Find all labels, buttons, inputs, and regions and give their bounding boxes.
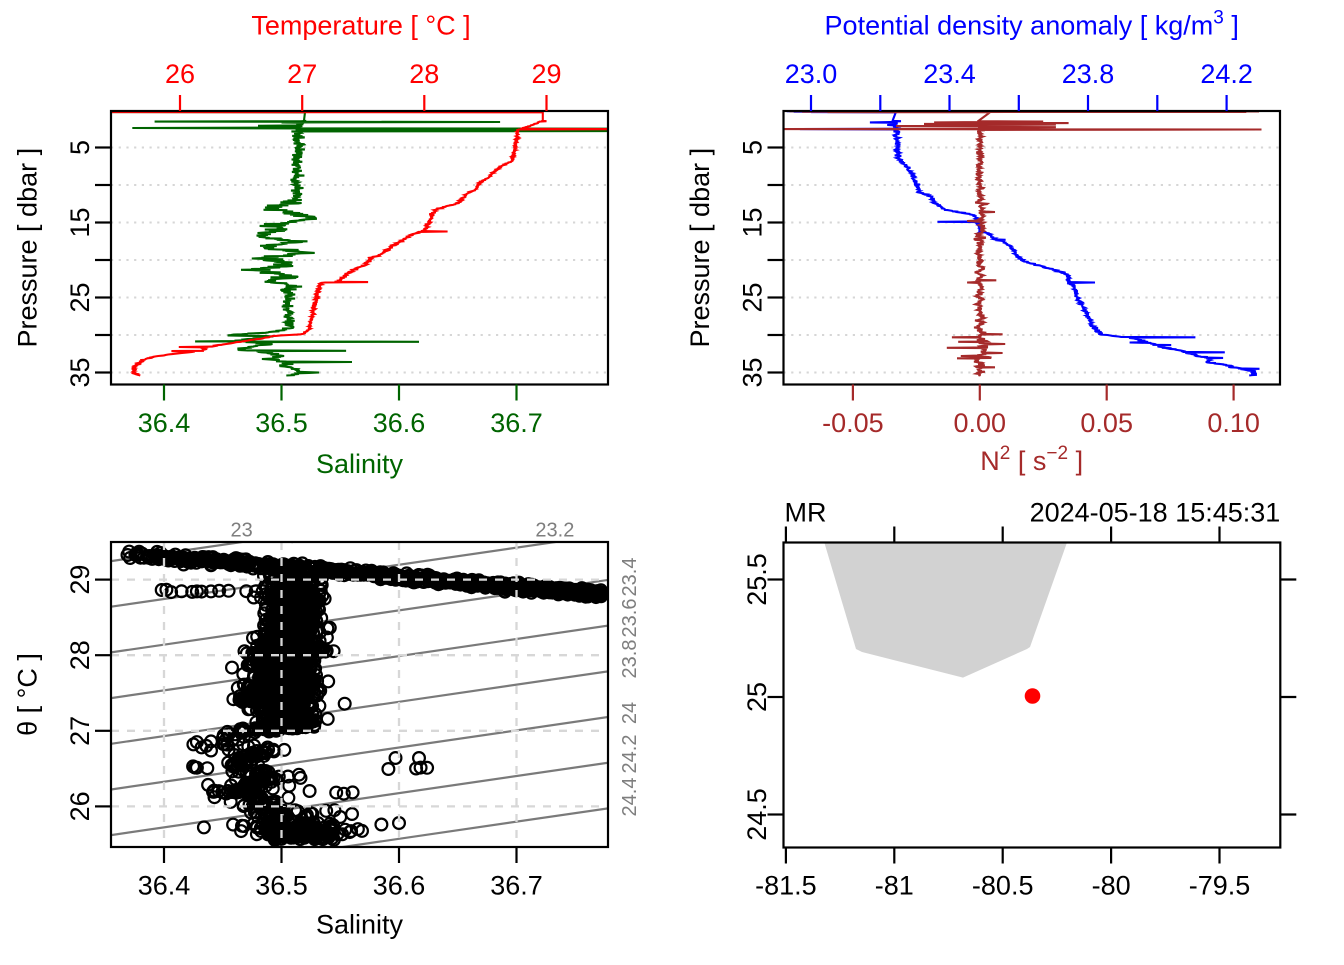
svg-text:0.10: 0.10 xyxy=(1207,408,1260,438)
svg-text:35: 35 xyxy=(65,357,95,387)
svg-text:-81: -81 xyxy=(875,871,914,901)
svg-text:36.6: 36.6 xyxy=(373,871,426,901)
svg-text:24.2: 24.2 xyxy=(1200,59,1253,89)
svg-text:29: 29 xyxy=(531,59,561,89)
svg-text:θ [ °C ]: θ [ °C ] xyxy=(13,653,43,736)
svg-text:36.7: 36.7 xyxy=(490,871,543,901)
svg-text:24: 24 xyxy=(619,702,641,724)
svg-text:23.4: 23.4 xyxy=(619,558,641,597)
svg-text:5: 5 xyxy=(65,140,95,155)
svg-text:15: 15 xyxy=(738,207,768,237)
svg-text:23.2: 23.2 xyxy=(535,520,574,542)
svg-text:35: 35 xyxy=(738,357,768,387)
svg-text:36.5: 36.5 xyxy=(255,871,308,901)
svg-text:Pressure [ dbar ]: Pressure [ dbar ] xyxy=(13,148,43,348)
svg-text:Pressure [ dbar ]: Pressure [ dbar ] xyxy=(685,148,715,348)
svg-text:27: 27 xyxy=(287,59,317,89)
svg-text:24.5: 24.5 xyxy=(742,788,772,841)
svg-text:36.7: 36.7 xyxy=(490,408,543,438)
svg-text:0.00: 0.00 xyxy=(954,408,1007,438)
svg-text:-80: -80 xyxy=(1092,871,1131,901)
svg-text:Salinity: Salinity xyxy=(316,910,404,940)
svg-text:25: 25 xyxy=(742,682,772,712)
svg-text:28: 28 xyxy=(409,59,439,89)
svg-text:5: 5 xyxy=(738,140,768,155)
svg-text:N2 [ s−2 ]: N2 [ s−2 ] xyxy=(980,443,1083,476)
svg-text:Potential density anomaly [ kg: Potential density anomaly [ kg/m3 ] xyxy=(825,8,1239,41)
svg-text:24.2: 24.2 xyxy=(619,735,641,774)
svg-text:24.4: 24.4 xyxy=(619,778,641,817)
svg-text:36.4: 36.4 xyxy=(138,871,191,901)
svg-text:23.6: 23.6 xyxy=(619,599,641,638)
svg-text:23: 23 xyxy=(230,520,252,542)
svg-text:26: 26 xyxy=(165,59,195,89)
svg-text:23.8: 23.8 xyxy=(1062,59,1115,89)
svg-text:36.6: 36.6 xyxy=(373,408,426,438)
svg-text:23.8: 23.8 xyxy=(619,640,641,679)
svg-text:-79.5: -79.5 xyxy=(1189,871,1251,901)
svg-text:0.05: 0.05 xyxy=(1080,408,1133,438)
svg-text:-80.5: -80.5 xyxy=(972,871,1034,901)
svg-text:27: 27 xyxy=(65,716,95,746)
svg-text:28: 28 xyxy=(65,640,95,670)
svg-text:23.0: 23.0 xyxy=(785,59,838,89)
svg-text:23.4: 23.4 xyxy=(923,59,976,89)
svg-text:25.5: 25.5 xyxy=(742,553,772,606)
svg-text:25: 25 xyxy=(65,282,95,312)
svg-text:26: 26 xyxy=(65,791,95,821)
svg-text:36.5: 36.5 xyxy=(255,408,308,438)
svg-text:29: 29 xyxy=(65,565,95,595)
svg-text:Temperature [ °C ]: Temperature [ °C ] xyxy=(251,11,470,41)
svg-text:-81.5: -81.5 xyxy=(755,871,817,901)
svg-text:15: 15 xyxy=(65,207,95,237)
svg-text:-0.05: -0.05 xyxy=(822,408,884,438)
svg-text:2024-05-18 15:45:31: 2024-05-18 15:45:31 xyxy=(1030,498,1281,528)
svg-text:Salinity: Salinity xyxy=(316,449,404,479)
svg-text:MR: MR xyxy=(785,498,827,528)
svg-text:36.4: 36.4 xyxy=(138,408,191,438)
svg-text:25: 25 xyxy=(738,282,768,312)
